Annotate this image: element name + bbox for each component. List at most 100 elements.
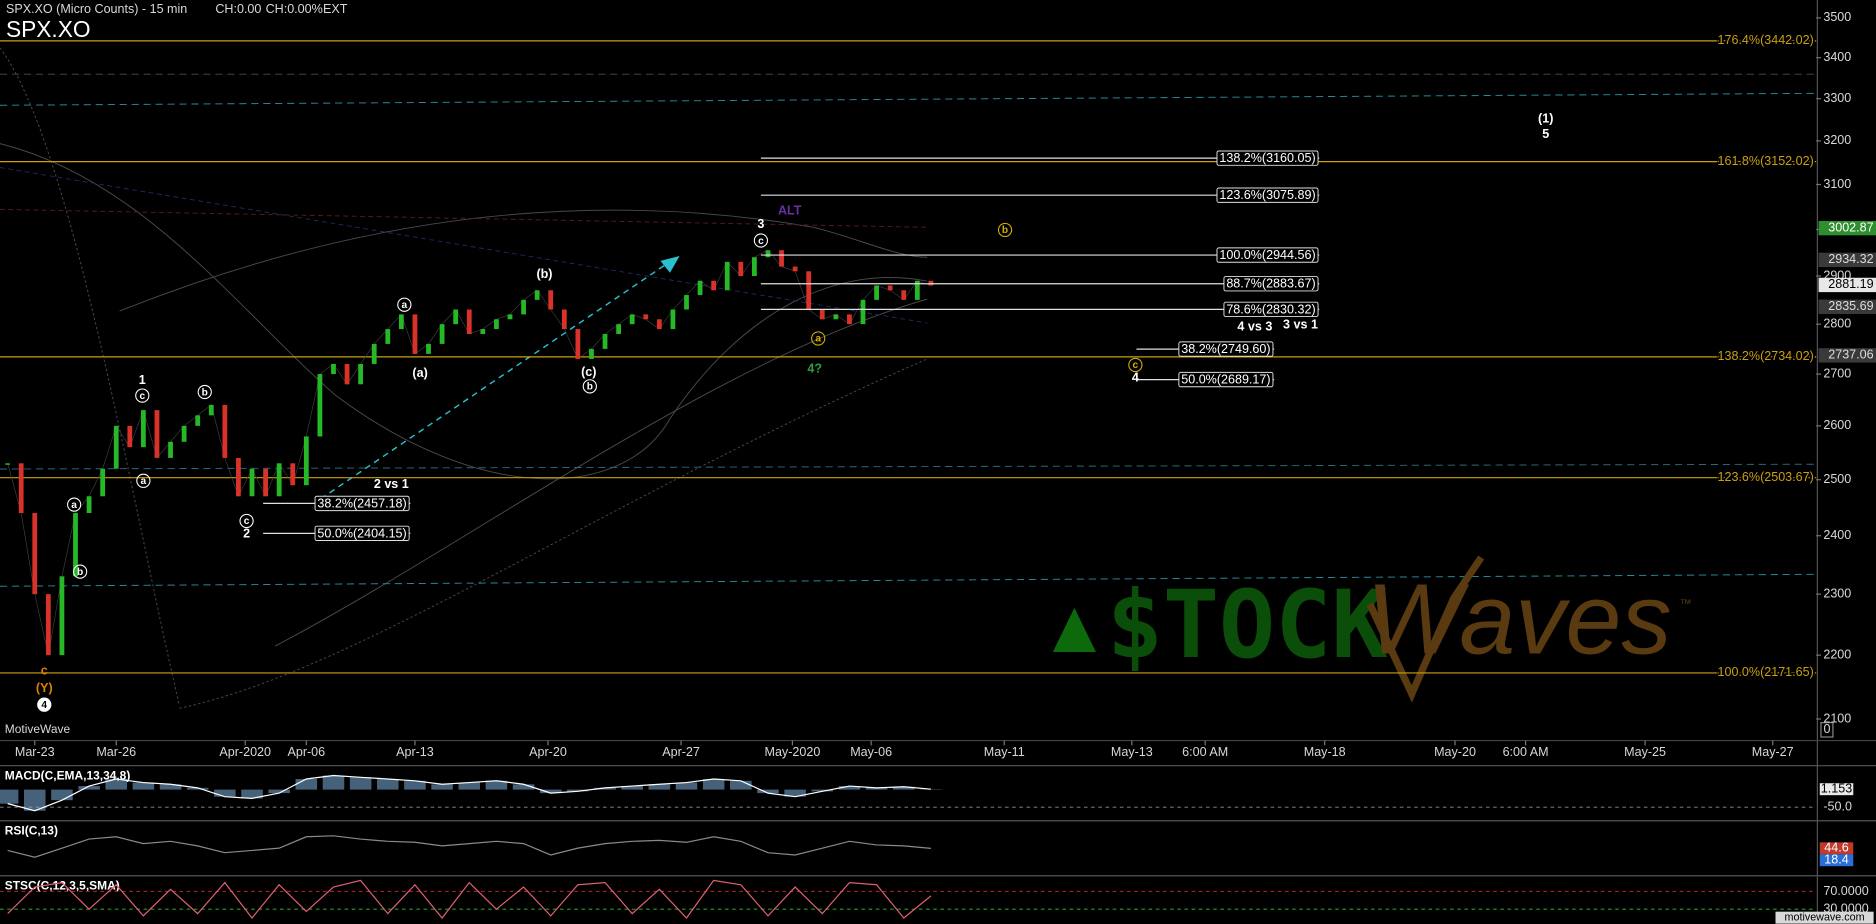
candle	[643, 314, 649, 320]
candle	[317, 374, 323, 437]
histogram-bar	[702, 779, 725, 790]
fib-extension-label: 50.0%(2404.15)	[317, 526, 406, 540]
histogram-bar	[567, 789, 589, 792]
fib-label-box	[314, 495, 410, 512]
y-tick-label: 2400	[1823, 528, 1851, 542]
candle	[521, 299, 526, 315]
wave-label: a	[141, 476, 147, 487]
wave-label: 4?	[807, 361, 822, 375]
x-tick-label: May-27	[1752, 745, 1794, 759]
price-marker	[1818, 220, 1876, 236]
x-tick-label: May-13	[1111, 745, 1153, 759]
fib-level-label: 161.8%(3152.02)	[1718, 154, 1814, 168]
wave-label: b	[587, 382, 593, 393]
histogram-bar	[458, 782, 481, 790]
series-line	[7, 879, 932, 919]
histogram-bar	[431, 784, 453, 790]
wave-label-circle	[72, 564, 88, 579]
y-tick-label: 2600	[1823, 418, 1851, 432]
fib-label-box	[1223, 276, 1319, 292]
y-tick-label: 3200	[1823, 133, 1851, 147]
candle	[616, 324, 622, 335]
chart-title: SPX.XO	[6, 16, 91, 42]
histogram-bar	[322, 775, 345, 790]
price-marker-label: 2934.32	[1828, 252, 1873, 266]
y-tick-label: 70.0000	[1823, 884, 1868, 898]
wave-label: (c)	[581, 365, 596, 379]
wave-label: 2 vs 1	[374, 477, 409, 491]
price-marker	[1818, 299, 1876, 314]
fib-level-label: 123.6%(2503.67)	[1718, 470, 1814, 484]
candle	[412, 314, 418, 354]
candle	[290, 463, 296, 486]
x-tick-label: May-18	[1304, 745, 1346, 759]
header-session: EXT	[323, 2, 348, 16]
candle	[331, 363, 336, 375]
wave-label: b	[77, 567, 83, 578]
histogram-bar	[51, 789, 73, 801]
brand: MotiveWave	[5, 722, 71, 736]
histogram-bar	[730, 780, 752, 790]
x-tick-label: May-11	[984, 745, 1025, 759]
histogram-bar	[892, 786, 915, 790]
candle	[914, 280, 920, 300]
candle	[263, 468, 268, 497]
wave-label: ALT	[778, 203, 802, 217]
wave-label-circle	[67, 497, 82, 512]
value-marker	[1819, 783, 1854, 796]
y-tick-label: 3400	[1823, 50, 1851, 64]
fib-label-box	[1216, 187, 1319, 203]
x-tick-label: Apr-06	[287, 745, 325, 759]
fib-level-label: 100.0%(2171.65)	[1718, 665, 1814, 679]
candle	[887, 285, 893, 291]
wave-label: b	[202, 387, 208, 398]
wave-label: 4	[1132, 371, 1139, 385]
candle	[140, 410, 146, 448]
histogram-bar	[349, 777, 372, 790]
candle	[100, 468, 106, 497]
candle	[398, 314, 404, 330]
price-marker	[1818, 252, 1876, 268]
x-tick-label: Apr-27	[662, 745, 700, 759]
x-tick-label: Apr-13	[396, 745, 434, 759]
histogram-bar	[539, 789, 562, 794]
price-marker-label: 2881.19	[1828, 277, 1873, 291]
histogram-bar	[675, 782, 698, 790]
candle	[113, 425, 119, 469]
histogram-bar	[757, 789, 779, 794]
fib-extension-label: 138.2%(3160.05)	[1219, 151, 1315, 165]
candle	[602, 334, 608, 349]
x-tick-label: May-06	[850, 745, 892, 759]
histogram-bar	[0, 789, 19, 804]
wave-label: 4 vs 3	[1237, 320, 1272, 334]
wave-label: c	[244, 516, 250, 527]
candle	[765, 250, 771, 258]
value-marker-label: 1.153	[1821, 782, 1852, 796]
candle	[629, 314, 635, 325]
wave-label: (a)	[412, 366, 427, 380]
candle	[901, 290, 907, 300]
fib-extension-label: 38.2%(2749.60)	[1181, 342, 1270, 356]
histogram-bar	[132, 782, 155, 790]
candle	[684, 295, 689, 310]
candle	[738, 261, 744, 277]
candle	[874, 285, 879, 300]
x-tick-label: May-20	[1434, 745, 1476, 759]
candle	[860, 299, 866, 325]
histogram-bar	[485, 780, 508, 790]
candle	[86, 496, 92, 514]
watermark: $TOCK Waves ™	[1052, 555, 1692, 703]
candle	[439, 324, 445, 344]
wave-label-circle	[135, 388, 150, 403]
fib-label-box	[314, 525, 410, 542]
wave-label: (b)	[536, 267, 552, 281]
candle	[466, 309, 472, 335]
x-tick-label: Apr-20	[529, 745, 567, 759]
candle	[561, 309, 567, 330]
wave-label: 4	[41, 700, 47, 711]
wave-label: c	[41, 664, 48, 678]
wave-label-circle	[997, 222, 1013, 238]
